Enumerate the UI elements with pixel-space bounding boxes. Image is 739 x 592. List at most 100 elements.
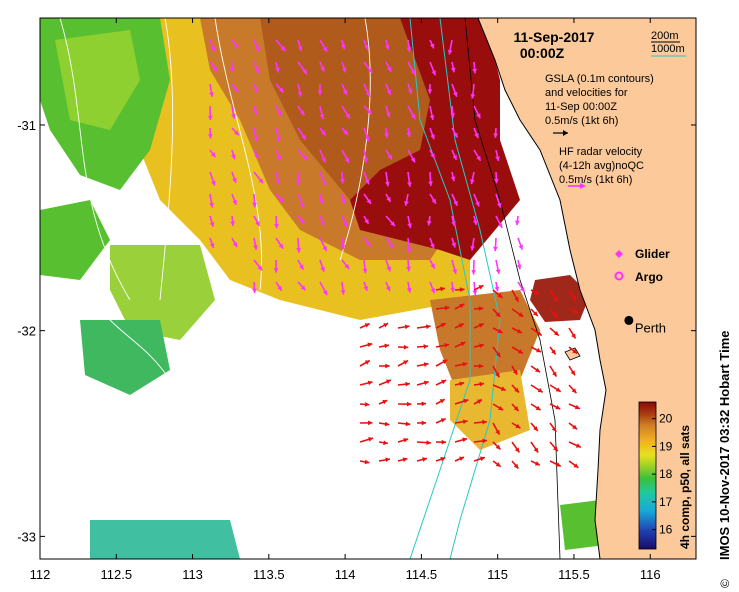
gsla-arrow (450, 61, 456, 73)
gsla-arrow (209, 215, 215, 228)
gsla-arrow (340, 281, 346, 295)
gsla-arrow (319, 237, 328, 252)
hf-legend-line: (4-12h avg)noQC (559, 160, 644, 172)
gsla-arrow (319, 105, 325, 120)
hf-arrow (530, 441, 539, 453)
glider-legend: Glider (615, 247, 670, 261)
hf-arrow (511, 441, 520, 453)
gsla-arrow (363, 237, 372, 247)
hf-arrow (454, 323, 465, 329)
gsla-arrow (340, 39, 346, 50)
hf-arrow (473, 456, 486, 462)
colorbar-tick-label: 16 (659, 523, 673, 537)
side-caption: IMOS 10-Nov-2017 03:32 Hobart Time (717, 330, 732, 560)
gsla-arrow (296, 171, 301, 186)
gsla-arrow (274, 215, 279, 229)
hf-arrow (454, 361, 468, 367)
hf-arrow (416, 362, 429, 367)
colorbar-tick-label: 17 (659, 495, 673, 509)
gsla-contour (159, 18, 174, 301)
gsla-arrow (407, 83, 413, 95)
gsla-arrow (406, 237, 412, 253)
gsla-arrow (275, 171, 281, 184)
gsla-arrow (275, 39, 286, 52)
gsla-arrow (495, 259, 501, 275)
hf-arrow (378, 421, 390, 427)
gsla-arrow (363, 83, 371, 98)
gsla-arrow (297, 39, 303, 52)
gsla-arrow (451, 127, 459, 139)
colorbar-tick-label: 18 (659, 467, 673, 481)
hf-arrow (511, 327, 523, 334)
gsla-arrow (385, 105, 391, 118)
hf-arrow (530, 460, 541, 466)
hf-arrow (359, 420, 373, 426)
hf-arrow (492, 346, 502, 358)
gsla-arrow (493, 127, 499, 138)
hf-arrow (568, 289, 577, 302)
hf-arrow (435, 379, 447, 386)
gsla-arrow (319, 215, 325, 227)
gsla-arrow (385, 83, 392, 95)
gsla-arrow (341, 149, 350, 164)
gsla-arrow (297, 149, 308, 161)
gsla-arrow (450, 281, 456, 293)
gsla-arrow (451, 193, 459, 207)
gsla-arrow (429, 281, 436, 294)
gsla-arrow (407, 61, 416, 76)
gsla-arrow (319, 281, 328, 296)
gsla-arrow (517, 237, 524, 251)
gsla-arrow (297, 193, 305, 209)
hf-arrow (511, 403, 520, 412)
hf-radar-arrows (359, 284, 582, 470)
gsla-arrow (385, 193, 392, 203)
hf-arrow (435, 322, 447, 329)
lon-tick-label: 113 (182, 567, 203, 582)
hf-arrow (568, 441, 582, 449)
hf-arrow (416, 344, 429, 349)
hf-arrow (435, 359, 448, 367)
sst-darkred-leeuwin (350, 18, 520, 260)
gsla-arrow (404, 193, 409, 207)
colorbar-ticks: 20 19 18 17 16 (652, 412, 673, 537)
gsla-arrow (297, 83, 303, 97)
hf-arrow (378, 363, 390, 369)
hf-legend-line: HF radar velocity (559, 146, 643, 158)
lat-tick-label: -33 (17, 529, 36, 544)
hf-arrow (378, 457, 391, 463)
hf-arrow (454, 398, 469, 405)
hf-arrow (568, 422, 578, 430)
gsla-arrow (451, 215, 456, 227)
gsla-arrow (450, 171, 456, 182)
gsla-arrow (470, 171, 475, 185)
gsla-arrow (231, 39, 240, 49)
gsla-arrow (406, 259, 411, 272)
gsla-arrow (231, 171, 237, 184)
sst-yellow-shelf (450, 370, 530, 450)
gsla-arrow (253, 105, 258, 115)
hf-arrow (568, 346, 578, 355)
gsla-arrow (273, 259, 279, 273)
hf-arrow (378, 379, 392, 386)
gsla-arrow (363, 105, 373, 115)
hf-arrow (473, 419, 487, 425)
hf-arrow (549, 365, 558, 378)
gsla-arrow (253, 259, 263, 271)
gsla-arrow (451, 259, 458, 275)
hf-arrow (568, 327, 577, 339)
lon-tick-label: 113.5 (253, 567, 285, 582)
hf-arrow (473, 381, 485, 387)
gsla-arrow (317, 83, 323, 95)
hf-arrow (416, 401, 427, 407)
hf-arrow (511, 422, 521, 429)
coastline (477, 18, 607, 559)
gsla-arrow (470, 237, 475, 251)
hf-arrow (492, 460, 502, 468)
gsla-contour (214, 18, 263, 291)
gsla-arrow (470, 83, 476, 99)
gsla-arrow (341, 61, 347, 73)
hf-arrow (359, 459, 370, 465)
gsla-arrow (340, 237, 346, 250)
hf-arrow (397, 457, 408, 463)
gsla-arrow (495, 193, 502, 208)
